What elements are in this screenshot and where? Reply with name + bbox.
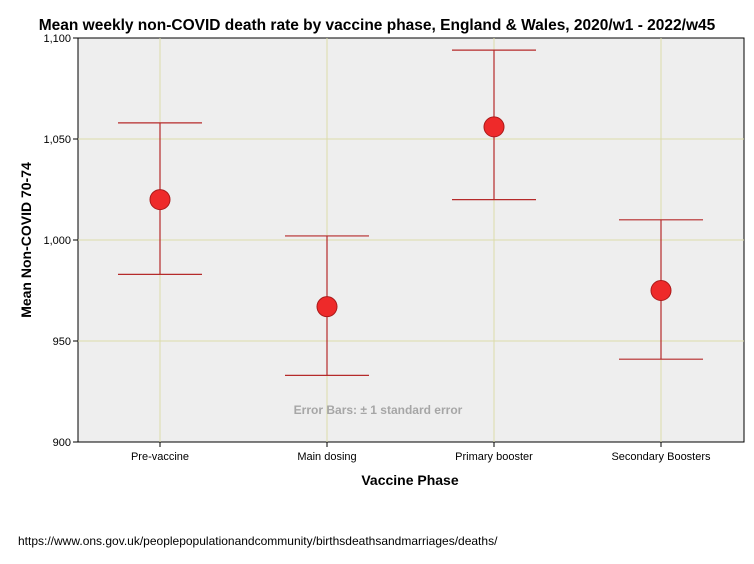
error-bar-group	[285, 235, 369, 376]
mean-marker	[149, 189, 171, 211]
error-bar-group	[452, 49, 536, 201]
y-axis: 900 950 1,000 1,050 1,100	[43, 33, 78, 449]
x-axis: Pre-vaccine Main dosing Primary booster Sec…	[131, 442, 711, 463]
chart-title: Mean weekly non-COVID death rate by vacc…	[39, 17, 716, 34]
source-url: https://www.ons.gov.uk/peoplepopulationa…	[18, 534, 498, 548]
mean-marker	[650, 280, 672, 301]
data-series	[118, 49, 703, 376]
x-tick-label: Primary booster	[455, 451, 533, 463]
x-tick-label: Main dosing	[297, 451, 356, 463]
y-tick-label: 1,000	[43, 235, 71, 247]
x-tick-label: Secondary Boosters	[611, 451, 711, 463]
y-tick-label: 950	[53, 336, 71, 348]
y-tick-label: 1,050	[43, 134, 71, 146]
error-bar-note: Error Bars: ± 1 standard error	[294, 403, 463, 417]
x-axis-title: Vaccine Phase	[361, 472, 459, 488]
grid-lines	[78, 38, 744, 442]
y-axis-title: Mean Non-COVID 70-74	[18, 162, 34, 318]
mean-marker	[483, 116, 505, 138]
error-bar-group	[118, 122, 202, 275]
y-tick-label: 1,100	[43, 33, 71, 45]
error-bar-group	[619, 219, 703, 360]
x-tick-label: Pre-vaccine	[131, 451, 189, 463]
y-tick-label: 900	[53, 437, 71, 449]
mean-marker	[316, 296, 338, 318]
